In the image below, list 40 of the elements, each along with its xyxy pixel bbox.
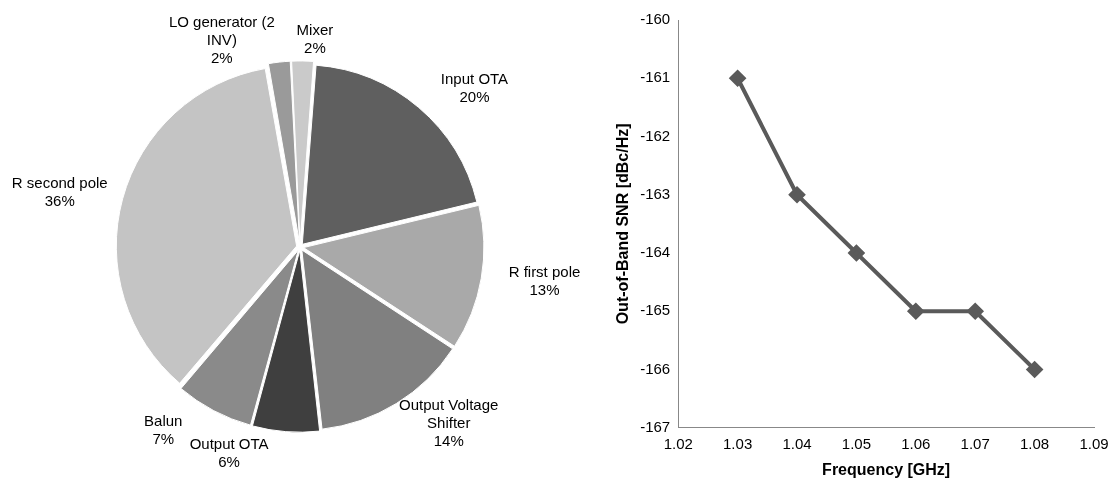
data-label: 20% bbox=[459, 88, 490, 106]
data-label: 13% bbox=[529, 281, 560, 299]
data-label: 2% bbox=[304, 38, 326, 56]
data-label: 2% bbox=[211, 48, 233, 66]
y-tick-label: -167 bbox=[640, 417, 671, 435]
x-tick-label: 1.07 bbox=[960, 434, 990, 452]
y-tick-label: -166 bbox=[640, 359, 671, 377]
x-tick-label: 1.03 bbox=[723, 434, 753, 452]
y-tick-label: -163 bbox=[640, 184, 671, 202]
y-tick-label: -165 bbox=[640, 301, 671, 319]
point bbox=[729, 70, 746, 87]
x-tick-label: 1.02 bbox=[663, 434, 693, 452]
point bbox=[907, 303, 924, 320]
y-tick-label: -161 bbox=[640, 68, 671, 86]
point bbox=[848, 245, 865, 262]
x-tick-label: 1.08 bbox=[1020, 434, 1050, 452]
data-label: 6% bbox=[218, 453, 240, 471]
slice-label: Input OTA bbox=[440, 70, 509, 88]
x-tick-label: 1.04 bbox=[782, 434, 812, 452]
data-label: 36% bbox=[44, 191, 75, 209]
slice-label: Output OTA bbox=[189, 435, 269, 453]
slice-label: LO generator (2 INV) bbox=[168, 12, 275, 48]
point bbox=[967, 303, 984, 320]
x-tick-label: 1.05 bbox=[841, 434, 872, 452]
x-tick-label: 1.06 bbox=[901, 434, 931, 452]
slice-label: Balun bbox=[144, 411, 183, 429]
point bbox=[789, 186, 806, 203]
point bbox=[1026, 361, 1043, 378]
data-label: 14% bbox=[433, 431, 464, 449]
y-tick-label: -164 bbox=[640, 243, 671, 261]
slice-label: Mixer bbox=[296, 20, 334, 38]
slice-label: R first pole bbox=[508, 263, 581, 281]
slice-label: R second pole bbox=[11, 173, 108, 191]
y-tick-label: -162 bbox=[640, 126, 671, 144]
y-tick-label: -160 bbox=[640, 10, 671, 28]
x-axis-title: Frequency [GHz] bbox=[822, 460, 951, 478]
data-label: 7% bbox=[152, 429, 175, 447]
x-tick-label: 1.09 bbox=[1079, 434, 1109, 452]
y-axis-title: Out-of-Band SNR [dBc/Hz] bbox=[614, 123, 632, 325]
slice-label: Output Voltage Shifter bbox=[399, 395, 499, 431]
